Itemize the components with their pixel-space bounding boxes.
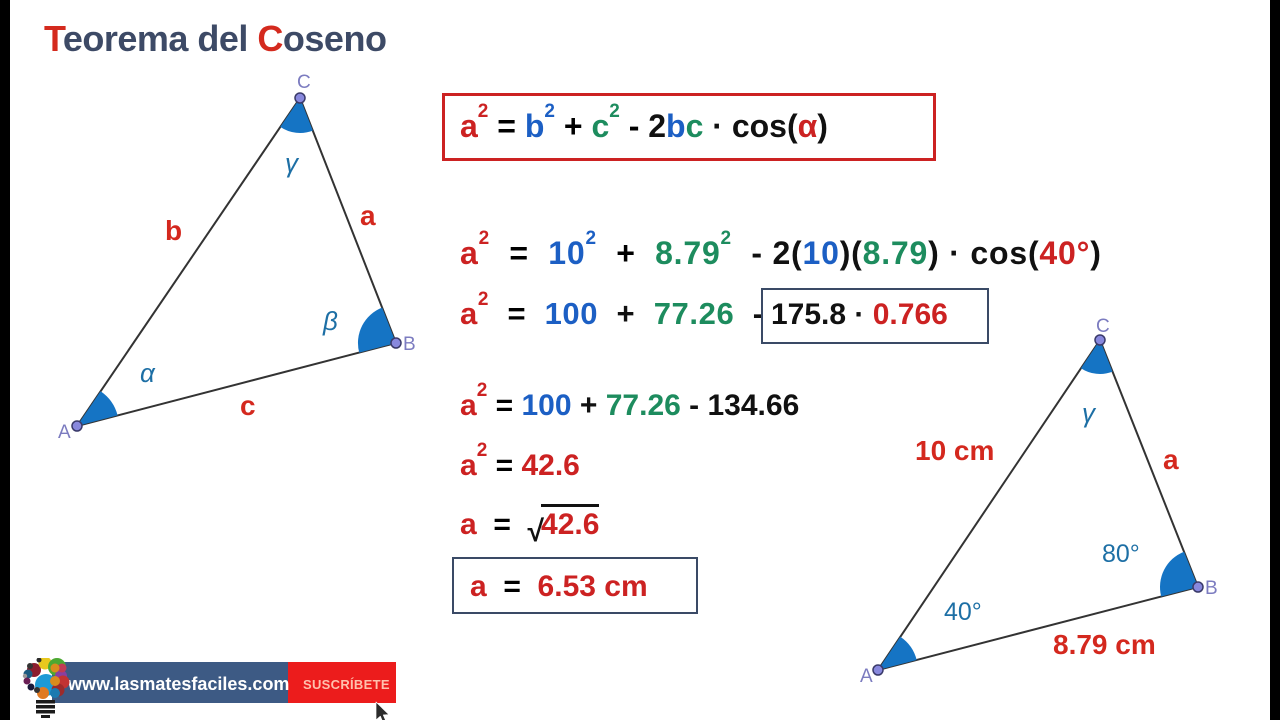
svg-text:γ: γ [1082, 398, 1097, 428]
svg-text:B: B [403, 334, 416, 355]
svg-text:C: C [297, 72, 311, 93]
svg-text:10 cm: 10 cm [915, 435, 994, 466]
svg-text:γ: γ [285, 148, 300, 178]
svg-text:C: C [1096, 316, 1110, 337]
svg-text:α: α [140, 358, 156, 388]
svg-text:a: a [360, 200, 376, 231]
svg-text:b: b [165, 215, 182, 246]
svg-text:c: c [240, 390, 256, 421]
svg-text:A: A [860, 666, 873, 687]
svg-text:B: B [1205, 578, 1218, 599]
svg-text:80°: 80° [1102, 540, 1140, 568]
svg-text:β: β [322, 306, 338, 336]
svg-text:A: A [58, 422, 71, 443]
svg-text:8.79 cm: 8.79 cm [1053, 629, 1156, 660]
svg-text:a: a [1163, 444, 1179, 475]
svg-text:40°: 40° [944, 598, 982, 626]
